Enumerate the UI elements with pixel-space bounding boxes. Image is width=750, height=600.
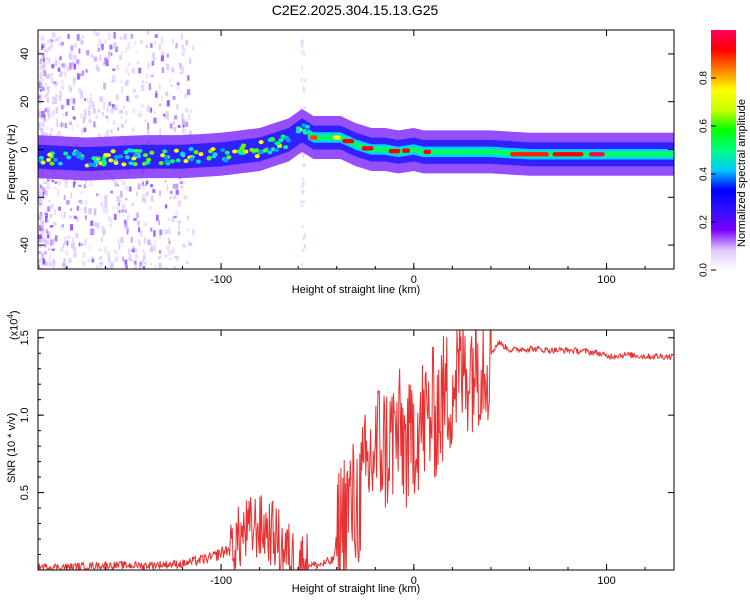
colorbar-tick-label: 0.2 — [699, 215, 710, 229]
top-xtick-label: 100 — [597, 274, 615, 286]
top-ytick-label: 20 — [19, 96, 31, 108]
chart-title: C2E2.2025.304.15.13.G25 — [271, 2, 439, 18]
colorbar-tick-label: 0.4 — [699, 167, 710, 181]
top-xlabel: Height of straight line (km) — [291, 284, 421, 296]
bottom-ytick-label: 1.0 — [19, 408, 31, 423]
snr-frame — [37, 329, 675, 571]
top-xtick-label: -100 — [210, 274, 232, 286]
top-xtick-label: 0 — [411, 274, 417, 286]
bottom-ytick-label: 0.5 — [19, 485, 31, 500]
top-ylabel: Frequency (Hz) — [6, 124, 18, 200]
colorbar-tick-label: 0.8 — [699, 71, 710, 85]
bottom-xtick-label: 100 — [597, 575, 615, 587]
spectrogram-ridge — [38, 108, 674, 181]
bottom-xlabel: Height of straight line (km) — [291, 583, 421, 595]
colorbar-tick-label: 0.0 — [699, 263, 710, 277]
top-ytick-label: 0 — [19, 146, 31, 152]
colorbar-tick-label: 0.6 — [699, 119, 710, 133]
bottom-ytick-label: 1.5 — [19, 330, 31, 345]
bottom-xtick-label: -100 — [210, 575, 232, 587]
top-ytick-label: 40 — [19, 48, 31, 60]
ridge-dots — [38, 123, 310, 168]
bottom-ylabel: SNR (10 * v/v) — [6, 412, 18, 483]
top-ytick-label: -20 — [19, 189, 31, 205]
top-ytick-label: -40 — [19, 237, 31, 253]
bottom-xtick-label: 0 — [411, 575, 417, 587]
colorbar — [711, 30, 736, 270]
bottom-ymultiplier: (x104) — [6, 310, 21, 340]
snr-series-line — [38, 330, 674, 570]
colorbar-label: Normalized spectral amplitude — [736, 99, 748, 247]
